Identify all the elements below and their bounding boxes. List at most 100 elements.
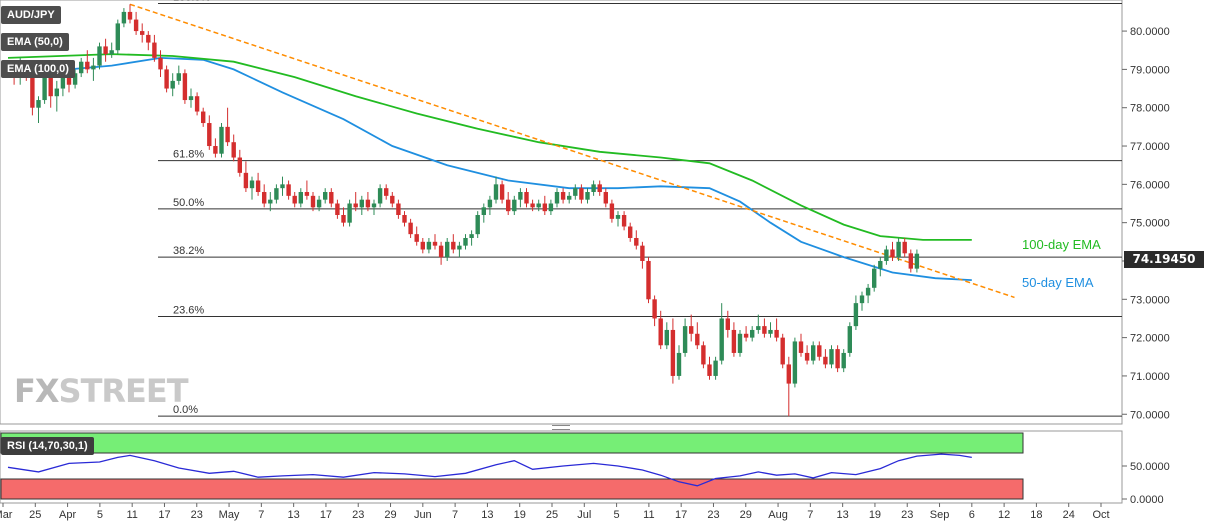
- candle-body-137: [841, 352, 846, 369]
- watermark-fx: FX: [14, 372, 60, 410]
- price-tick-label-4: 76.0000: [1130, 179, 1170, 191]
- candle-body-18: [115, 23, 120, 51]
- candle-body-69: [426, 241, 432, 250]
- candle-body-39: [243, 172, 249, 189]
- candle-body-119: [731, 329, 737, 353]
- date-tick-label-11: 23: [352, 509, 364, 521]
- candle-body-66: [408, 222, 413, 235]
- panel-resize-handle[interactable]: [552, 425, 570, 430]
- candle-body-74: [457, 245, 462, 250]
- candle-body-92: [567, 195, 572, 200]
- fib-label-2: 50.0%: [173, 197, 204, 209]
- candle-body-10: [66, 77, 72, 85]
- candle-body-38: [237, 157, 242, 173]
- legend-ema100: EMA (100,0): [1, 60, 75, 78]
- candle-body-63: [390, 195, 395, 204]
- candle-body-43: [268, 199, 273, 204]
- series-line-1: [7, 53, 972, 241]
- candle-body-111: [682, 326, 688, 353]
- price-tick-label-10: 70.0000: [1130, 409, 1170, 421]
- candle-body-110: [676, 352, 682, 376]
- candle-body-55: [341, 215, 346, 223]
- candle-body-144: [884, 249, 889, 261]
- candle-body-72: [445, 241, 450, 258]
- price-tick-label-8: 72.0000: [1130, 333, 1170, 345]
- candle-body-65: [402, 215, 407, 223]
- candle-body-71: [438, 245, 444, 258]
- candle-body-114: [701, 345, 706, 365]
- rsi-series-line-0: [7, 453, 972, 487]
- candle-body-37: [231, 142, 236, 158]
- candle-body-133: [817, 345, 822, 357]
- candle-body-82: [506, 199, 511, 212]
- candle-body-129: [792, 341, 798, 384]
- date-axis: Mar 25 Apr 5 11 17 23 May 7 13 17 23 29 Jun 7 13 19 25 Jul…: [0, 502, 1122, 521]
- candle-body-24: [152, 42, 157, 58]
- date-tick-label-13: Jun: [414, 509, 432, 521]
- candle-body-132: [811, 345, 816, 361]
- candle-body-97: [597, 184, 602, 193]
- date-tick-label-17: 25: [546, 509, 558, 521]
- candle-body-87: [536, 203, 541, 208]
- date-tick-label-30: 6: [969, 509, 975, 521]
- candle-body-98: [603, 192, 608, 204]
- candle-body-141: [865, 287, 871, 296]
- candle-body-117: [719, 318, 724, 361]
- candle-body-127: [780, 337, 785, 365]
- date-tick-label-23: 29: [740, 509, 752, 521]
- candle-body-62: [384, 188, 389, 196]
- date-tick-label-6: 23: [191, 509, 203, 521]
- candle-body-121: [743, 333, 749, 338]
- candle-body-42: [262, 192, 267, 204]
- candle-body-125: [768, 329, 773, 334]
- candle-body-31: [194, 96, 200, 112]
- candle-body-70: [432, 241, 438, 246]
- candle-body-120: [737, 333, 743, 353]
- candle-body-89: [548, 203, 554, 212]
- candle-body-105: [646, 260, 651, 300]
- candle-body-85: [524, 192, 529, 204]
- candle-body-115: [707, 364, 712, 376]
- candle-body-34: [213, 146, 218, 154]
- candle-body-104: [640, 245, 645, 261]
- watermark-street: STREET: [58, 372, 189, 410]
- candle-body-11: [72, 73, 78, 85]
- main-price-panel: 100.0% 61.8% 50.0% 38.2% 23.6% 0.0% 100-day E…: [0, 0, 1170, 425]
- series-line-0: [8, 56, 972, 281]
- date-tick-label-7: May: [219, 509, 240, 521]
- rsi-line: [7, 453, 972, 487]
- candle-body-48: [298, 192, 303, 204]
- candle-body-113: [695, 333, 700, 346]
- candle-body-101: [621, 215, 627, 227]
- date-tick-label-14: 7: [452, 509, 458, 521]
- candle-body-54: [335, 203, 340, 215]
- candle-body-145: [890, 249, 895, 258]
- candle-body-136: [835, 349, 840, 369]
- date-tick-label-3: 5: [97, 509, 103, 521]
- date-tick-label-10: 17: [320, 509, 332, 521]
- candle-body-91: [560, 192, 566, 200]
- candle-body-4: [30, 77, 35, 108]
- date-tick-label-24: Aug: [768, 509, 788, 521]
- candle-body-78: [481, 207, 486, 215]
- candle-body-77: [475, 215, 480, 235]
- candle-body-130: [798, 341, 804, 353]
- candle-body-22: [140, 31, 145, 35]
- fib-label-4: 23.6%: [173, 305, 204, 317]
- legend-rsi: RSI (14,70,30,1): [1, 437, 94, 455]
- price-tick-label-2: 78.0000: [1130, 103, 1170, 115]
- candle-body-14: [91, 65, 96, 70]
- candle-body-83: [512, 199, 517, 212]
- price-axis: 80.0000 79.0000 78.0000 77.0000 76.0000 75.00…: [1122, 26, 1170, 421]
- candle-body-20: [127, 11, 133, 20]
- candle-body-21: [133, 19, 139, 32]
- candle-body-58: [359, 199, 364, 208]
- candle-body-59: [365, 199, 371, 208]
- series-line-2: [129, 3, 1015, 299]
- candle-body-103: [634, 237, 639, 246]
- candle-body-108: [664, 329, 669, 346]
- date-tick-label-32: 18: [1030, 509, 1042, 521]
- rsi-tick-label-0: 50.0000: [1130, 461, 1170, 473]
- candle-body-123: [756, 326, 761, 330]
- rsi-oversold-zone: [0, 478, 1024, 500]
